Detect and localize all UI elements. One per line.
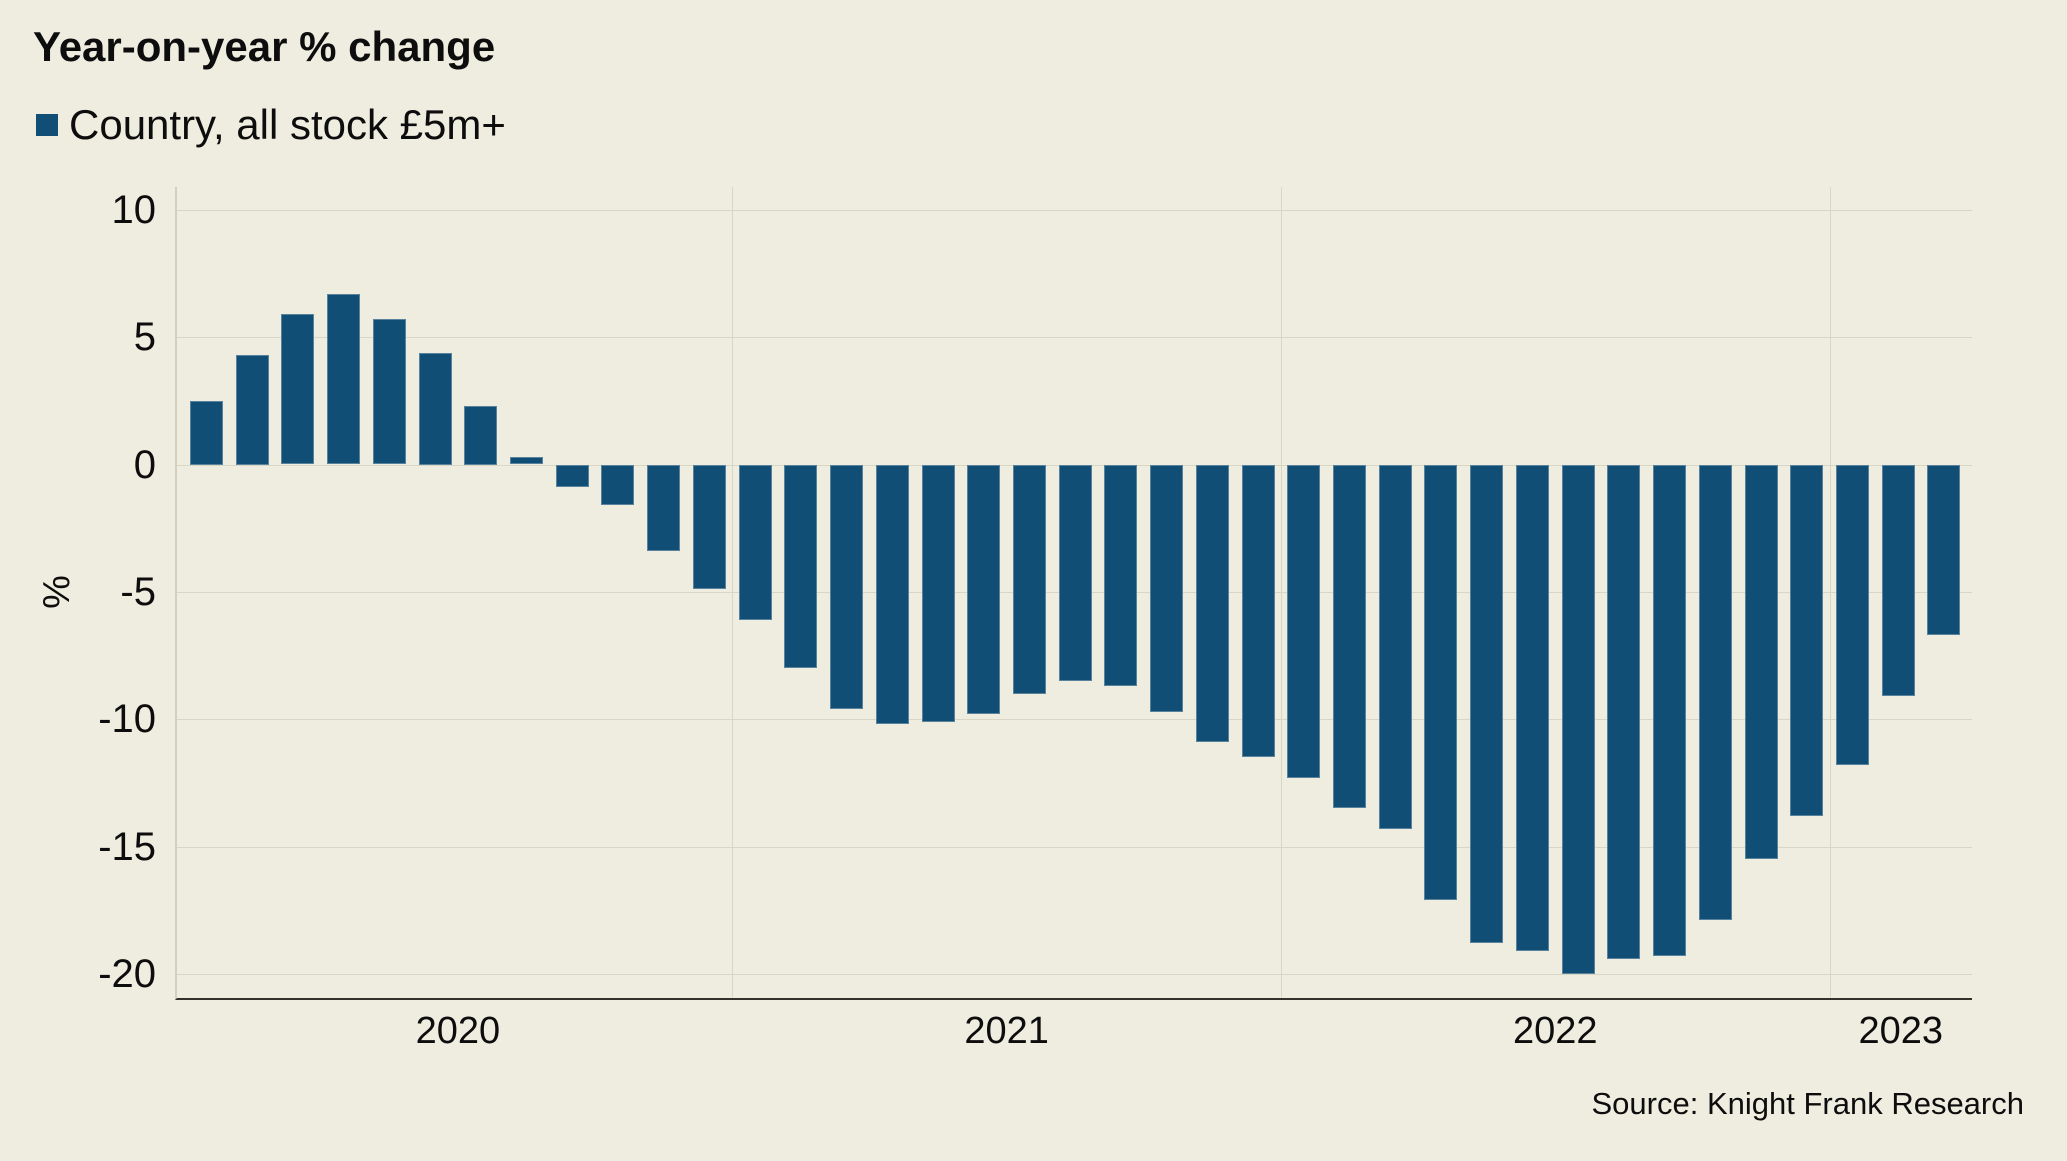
bar xyxy=(1241,464,1275,758)
y-gridline xyxy=(177,719,1972,721)
bar xyxy=(967,464,1001,714)
y-gridline xyxy=(177,973,1972,975)
bar xyxy=(281,314,315,465)
bar xyxy=(1470,464,1504,944)
x-tick-label: 2023 xyxy=(1858,1010,1944,1052)
bar xyxy=(1836,464,1869,765)
year-gridline xyxy=(1829,187,1831,998)
bar xyxy=(509,456,543,465)
y-gridline xyxy=(177,209,1972,211)
bar xyxy=(1333,464,1366,809)
bar xyxy=(647,464,681,552)
bar xyxy=(327,293,360,465)
x-tick-label: 2021 xyxy=(964,1010,1049,1052)
bar xyxy=(1104,464,1138,686)
bar xyxy=(1150,464,1184,712)
bar xyxy=(418,352,452,465)
legend-marker-icon xyxy=(36,114,58,136)
bar xyxy=(1744,464,1778,860)
bar xyxy=(1012,464,1046,694)
source-note: Source: Knight Frank Research xyxy=(1591,1086,2025,1121)
bar xyxy=(1561,464,1595,974)
y-tick-label: 10 xyxy=(111,187,157,232)
y-tick-label: -20 xyxy=(98,951,156,996)
bar xyxy=(601,464,635,506)
bar xyxy=(875,464,909,725)
bar xyxy=(1378,464,1412,829)
bar xyxy=(555,464,589,488)
y-tick-label: 0 xyxy=(133,442,156,487)
y-tick-label: -15 xyxy=(98,824,156,869)
bar xyxy=(1927,464,1961,636)
bar xyxy=(1698,464,1732,921)
y-tick-label: -5 xyxy=(120,569,156,614)
bar xyxy=(1653,464,1687,956)
bar xyxy=(1790,464,1824,816)
legend-label: Country, all stock £5m+ xyxy=(69,101,506,148)
plot-area: 10 5 0 -5 -10 -15 -20 2020 2021 2022 2023 xyxy=(98,187,1972,1052)
x-tick-label: 2020 xyxy=(415,1010,501,1052)
bar xyxy=(1607,464,1641,959)
bar xyxy=(372,319,406,465)
y-tick-label: -10 xyxy=(98,697,156,742)
bar xyxy=(784,464,818,669)
bar xyxy=(1195,464,1229,742)
y-gridline xyxy=(177,337,1972,339)
y-tick-label: 5 xyxy=(133,315,156,360)
bar xyxy=(738,464,772,620)
bar xyxy=(235,355,269,465)
bar xyxy=(1881,464,1915,697)
year-gridline xyxy=(1280,187,1282,998)
x-tick-label: 2022 xyxy=(1513,1010,1598,1052)
bar xyxy=(1058,464,1092,681)
bar xyxy=(692,464,726,590)
bar xyxy=(1287,464,1321,778)
bar xyxy=(189,400,223,465)
chart-title: Year-on-year % change xyxy=(33,23,496,70)
legend: Country, all stock £5m+ xyxy=(36,100,506,150)
year-gridline xyxy=(732,187,734,998)
bar xyxy=(830,464,863,709)
bar xyxy=(1424,464,1458,900)
bar xyxy=(921,464,955,722)
bar xyxy=(1515,464,1549,951)
bar xyxy=(464,406,498,465)
y-gridline xyxy=(177,846,1972,848)
